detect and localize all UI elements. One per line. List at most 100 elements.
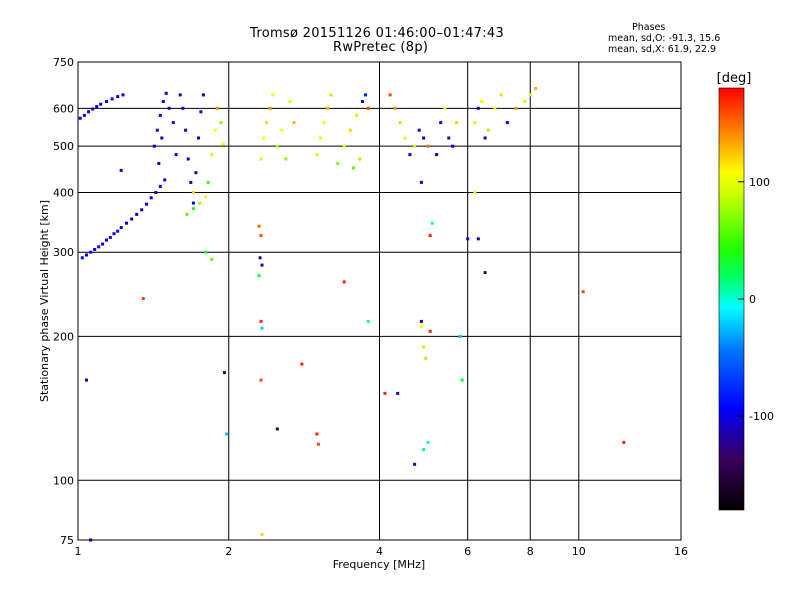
- data-point: [213, 128, 217, 132]
- data-point: [204, 250, 208, 254]
- data-point: [329, 93, 333, 97]
- data-point: [275, 427, 279, 431]
- data-point: [199, 110, 203, 114]
- data-point: [197, 136, 200, 140]
- y-tick-label: 750: [53, 56, 74, 69]
- data-point: [112, 232, 116, 236]
- data-point: [171, 121, 175, 125]
- data-point: [473, 121, 477, 125]
- data-point: [499, 93, 503, 97]
- x-tick-label: 10: [572, 545, 586, 558]
- data-point: [210, 257, 214, 261]
- data-point: [260, 263, 264, 267]
- data-point: [186, 157, 190, 161]
- data-point: [119, 168, 123, 172]
- data-point: [141, 297, 145, 300]
- y-axis-label: Stationary phase Virtual Height [km]: [38, 200, 51, 402]
- data-point: [119, 226, 123, 229]
- data-point: [101, 242, 105, 246]
- data-point: [121, 93, 125, 97]
- data-point: [473, 191, 477, 194]
- data-point: [110, 97, 114, 101]
- data-point: [206, 180, 210, 184]
- data-point: [257, 224, 261, 228]
- data-point: [257, 274, 261, 278]
- data-point: [221, 142, 225, 146]
- data-point: [157, 162, 161, 165]
- data-point: [275, 144, 279, 148]
- data-point: [160, 136, 164, 140]
- data-point: [528, 93, 532, 97]
- data-point: [336, 162, 340, 165]
- data-point: [258, 256, 262, 260]
- data-point: [284, 157, 288, 161]
- data-point: [447, 136, 451, 140]
- data-point: [191, 207, 195, 211]
- data-point: [428, 234, 432, 238]
- data-point: [259, 157, 263, 161]
- data-point: [483, 271, 487, 275]
- data-point: [476, 106, 480, 110]
- data-point: [201, 93, 205, 97]
- data-point: [125, 221, 128, 225]
- data-point: [97, 245, 101, 249]
- data-point: [260, 533, 264, 536]
- data-point: [99, 102, 103, 106]
- data-point: [161, 100, 165, 103]
- data-point: [262, 136, 266, 140]
- data-point: [222, 371, 226, 375]
- data-point: [91, 107, 95, 111]
- data-point: [361, 100, 364, 103]
- data-point: [259, 378, 263, 382]
- data-point: [85, 378, 88, 382]
- data-point: [145, 202, 148, 206]
- y-tick-label: 300: [53, 246, 74, 259]
- data-point: [158, 184, 162, 188]
- data-point: [95, 105, 99, 109]
- x-tick-label: 6: [464, 545, 471, 558]
- data-point: [622, 440, 626, 444]
- data-point: [319, 136, 322, 140]
- data-point: [419, 319, 423, 323]
- data-point: [439, 121, 443, 125]
- data-point: [167, 106, 171, 110]
- data-point: [219, 121, 223, 125]
- y-tick-label: 100: [53, 474, 74, 487]
- data-point: [292, 121, 296, 125]
- data-point: [534, 87, 538, 90]
- data-point: [322, 121, 326, 125]
- data-point: [89, 250, 93, 254]
- data-point: [349, 128, 352, 132]
- data-point: [259, 234, 263, 238]
- data-point: [164, 91, 168, 95]
- data-point: [523, 100, 527, 103]
- data-point: [435, 153, 439, 157]
- data-point: [191, 201, 195, 205]
- data-point: [288, 100, 292, 103]
- data-point: [105, 238, 108, 242]
- figure-subtitle: RwPretec (8p): [333, 40, 429, 55]
- data-point: [451, 144, 455, 148]
- colorbar-unit: [deg]: [717, 71, 752, 86]
- y-tick-label: 200: [53, 330, 74, 343]
- data-point: [158, 113, 162, 117]
- data-point: [116, 229, 120, 233]
- y-tick-label: 400: [53, 186, 74, 199]
- data-point: [82, 113, 86, 117]
- data-point: [316, 442, 320, 446]
- data-point: [85, 253, 88, 257]
- data-point: [315, 432, 319, 436]
- data-point: [424, 356, 428, 360]
- data-point: [225, 432, 229, 436]
- data-point: [352, 166, 355, 170]
- data-point: [430, 221, 434, 225]
- data-point: [271, 93, 275, 97]
- colorbar-tick-label: 0: [749, 293, 756, 306]
- data-point: [178, 93, 182, 97]
- data-point: [80, 256, 84, 260]
- data-point: [268, 106, 272, 110]
- data-point: [105, 100, 108, 103]
- data-point: [87, 110, 91, 114]
- data-point: [93, 248, 97, 251]
- x-axis-label: Frequency [MHz]: [333, 558, 425, 571]
